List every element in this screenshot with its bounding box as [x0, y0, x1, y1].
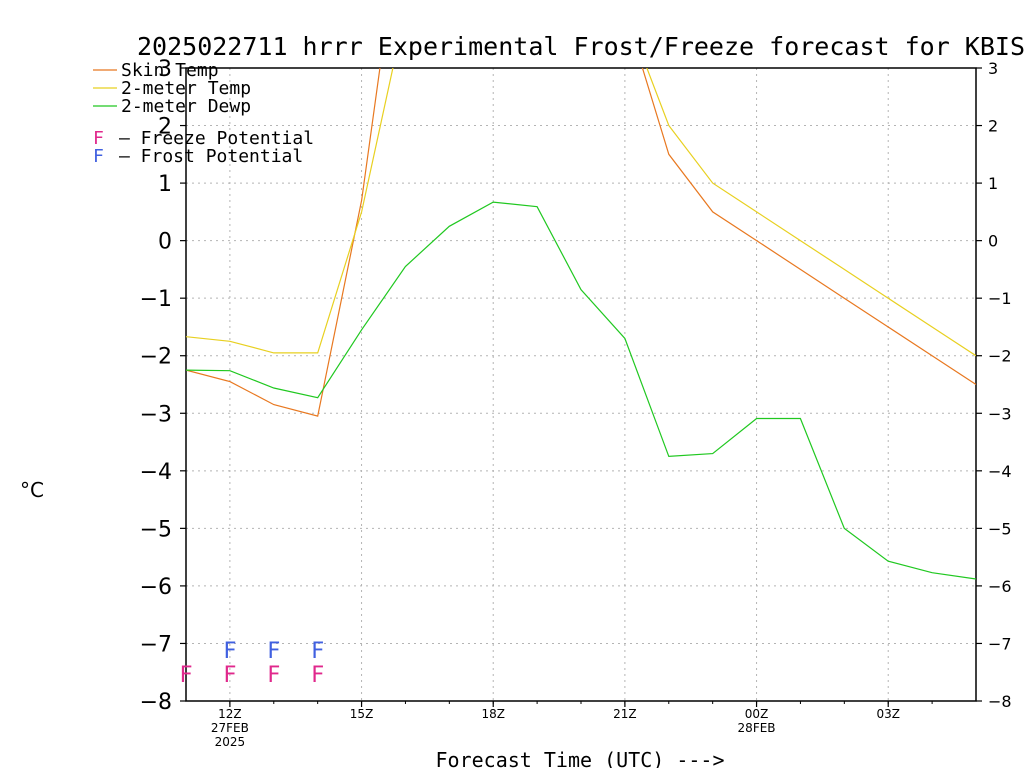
y-tick-label-left: 0 [158, 230, 172, 255]
y-tick-label-right: −3 [988, 404, 1012, 423]
y-tick-label-right: −2 [988, 347, 1012, 366]
y-tick-label-left: −8 [140, 690, 172, 715]
series-line-skin-temp [186, 68, 976, 417]
y-tick-label-right: −5 [988, 519, 1012, 538]
freeze-potential-marker: F [223, 663, 236, 688]
x-tick-label: 12Z [218, 707, 242, 721]
x-tick-date-label: 28FEB [738, 721, 776, 735]
x-tick-year-label: 2025 [215, 735, 246, 749]
x-tick-label: 15Z [350, 707, 374, 721]
potential-markers: F F FF F F F [179, 639, 324, 688]
x-tick-label: 00Z [745, 707, 769, 721]
y-tick-label-left: −4 [140, 460, 172, 485]
x-tick-label: 03Z [876, 707, 900, 721]
y-tick-label-left: 2 [158, 115, 172, 140]
y-tick-label-left: 1 [158, 172, 172, 197]
series-line-2-meter-temp [186, 68, 976, 357]
legend-label-2-meter-temp: 2-meter Temp [121, 78, 251, 99]
freeze-potential-marker: F [311, 663, 324, 688]
y-tick-label-right: 3 [988, 59, 998, 78]
y-tick-label-right: −7 [988, 634, 1012, 653]
y-tick-label-right: 1 [988, 174, 998, 193]
plot-frame [185, 67, 977, 702]
legend-label-freeze-potential: – Freeze Potential [119, 128, 314, 149]
chart-title: 2025022711 hrrr Experimental Frost/Freez… [137, 32, 1024, 61]
x-tick-label: 21Z [613, 707, 637, 721]
y-tick-label-right: −8 [988, 692, 1012, 711]
legend-symbol-freeze: F [93, 128, 104, 149]
grid-lines [186, 68, 976, 701]
y-tick-label-right: −6 [988, 577, 1012, 596]
y-axis-label: °C [20, 478, 44, 502]
frost-potential-marker: F [267, 639, 280, 664]
legend-label-2-meter-dewp: 2-meter Dewp [121, 96, 251, 117]
x-tick-label: 18Z [481, 707, 505, 721]
y-tick-label-left: −1 [140, 287, 172, 312]
y-tick-label-left: −7 [140, 632, 172, 657]
freeze-potential-marker: F [179, 663, 192, 688]
series-line-2-meter-dewp [186, 201, 976, 580]
series-lines [186, 68, 976, 580]
frost-potential-marker: F [311, 639, 324, 664]
frost-potential-marker: F [223, 639, 236, 664]
y-tick-label-right: −1 [988, 289, 1012, 308]
legend-symbol-frost: F [93, 146, 104, 167]
y-tick-label-left: −5 [140, 517, 172, 542]
x-axis-label: Forecast Time (UTC) ---> [436, 748, 725, 768]
y-tick-label-right: 2 [988, 117, 998, 136]
legend-label-frost-potential: – Frost Potential [119, 146, 303, 167]
legend-label-skin-temp: Skin Temp [121, 60, 219, 81]
x-tick-date-label: 27FEB [211, 721, 249, 735]
y-tick-label-left: −2 [140, 345, 172, 370]
y-tick-label-left: −6 [140, 575, 172, 600]
y-tick-label-left: −3 [140, 402, 172, 427]
y-tick-label-left: 3 [158, 57, 172, 82]
freeze-potential-marker: F [267, 663, 280, 688]
y-axis-ticks: 3 3 2 2 1 1 0 0 −1 −1 −2 −2 −3 −3 −4 −4 −5 −5 −6 −6 −7 −7 −8 −8 [140, 57, 1012, 715]
y-tick-label-right: 0 [988, 232, 998, 251]
y-tick-label-right: −4 [988, 462, 1012, 481]
